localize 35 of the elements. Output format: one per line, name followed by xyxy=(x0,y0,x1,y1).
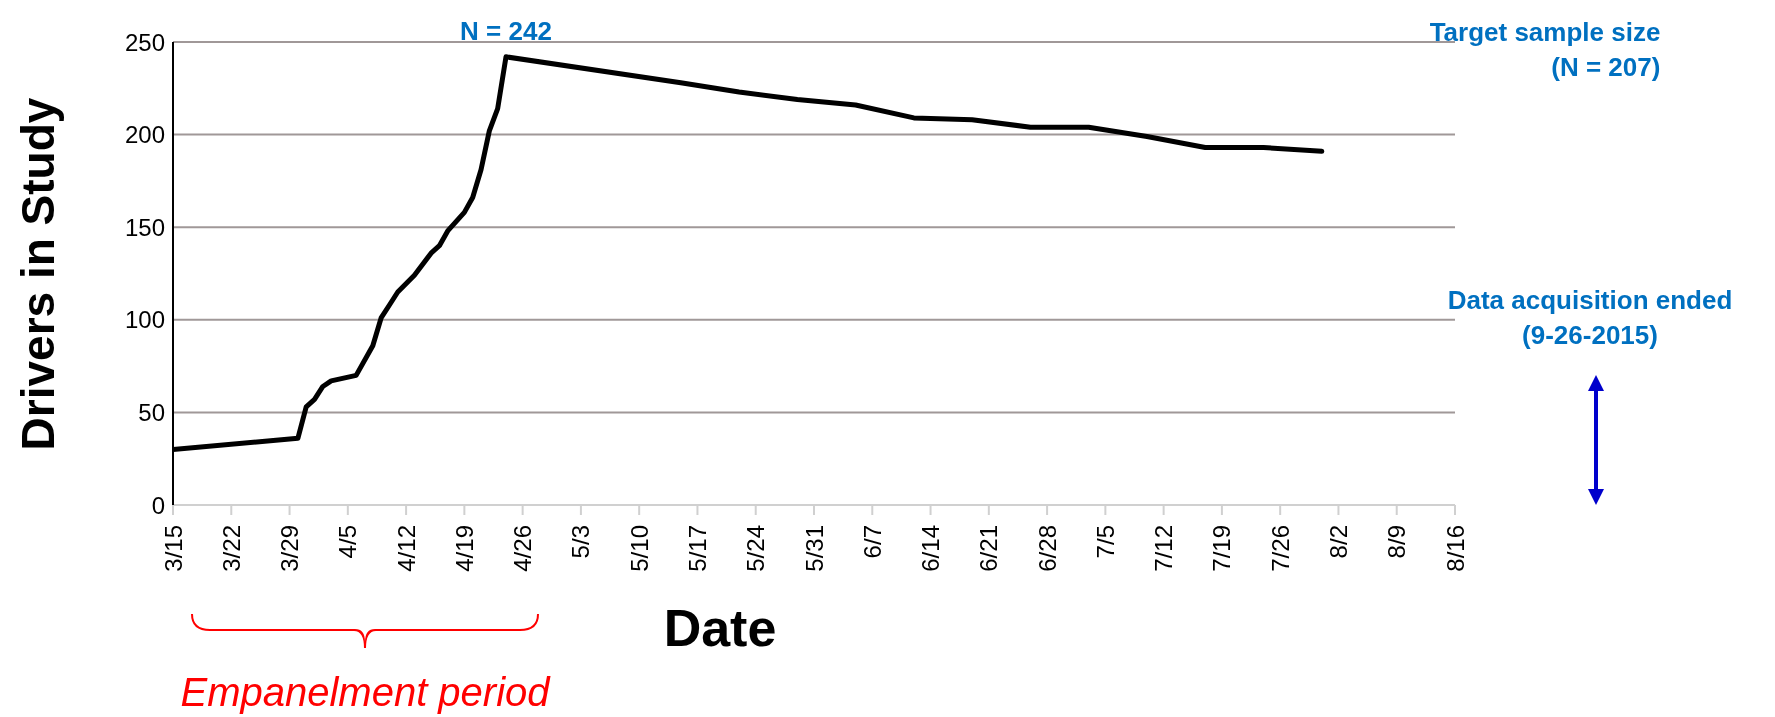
x-tick-label: 8/9 xyxy=(1383,525,1411,559)
x-tick-label: 3/29 xyxy=(276,525,304,572)
y-tick-label: 250 xyxy=(124,28,165,56)
annotation: N = 242 xyxy=(460,15,552,47)
y-tick-label: 150 xyxy=(124,213,165,241)
text: Empanelment period xyxy=(180,669,550,716)
annotation: Target sample size (N = 207) xyxy=(1429,15,1661,84)
x-tick-label: 7/5 xyxy=(1091,525,1119,559)
x-tick-label: 4/19 xyxy=(450,525,478,572)
x-tick-label: 6/14 xyxy=(917,525,945,572)
x-tick-label: 7/19 xyxy=(1208,525,1236,572)
x-tick-label: 6/21 xyxy=(975,525,1003,572)
annotation: Data acquisition ended (9-26-2015) xyxy=(1447,283,1733,352)
x-tick-label: 4/26 xyxy=(509,525,537,572)
x-tick-label: 5/24 xyxy=(742,525,770,572)
x-tick-label: 5/31 xyxy=(800,525,828,572)
x-tick-label: 5/17 xyxy=(683,525,711,572)
x-tick-label: 3/15 xyxy=(159,525,187,572)
x-tick-label: 4/5 xyxy=(334,525,362,559)
x-axis-title: Date xyxy=(663,598,777,658)
x-tick-label: 3/22 xyxy=(217,525,245,572)
y-tick-label: 100 xyxy=(124,306,165,334)
x-tick-label: 6/28 xyxy=(1033,525,1061,572)
x-tick-label: 4/12 xyxy=(392,525,420,572)
x-tick-label: 8/2 xyxy=(1324,525,1352,559)
x-tick-label: 8/16 xyxy=(1441,525,1469,572)
y-axis-title: Drivers in Study xyxy=(11,97,65,450)
y-tick-label: 50 xyxy=(138,398,165,426)
y-tick-label: 0 xyxy=(151,491,165,519)
x-tick-label: 5/10 xyxy=(625,525,653,572)
x-tick-label: 7/26 xyxy=(1266,525,1294,572)
x-tick-label: 7/12 xyxy=(1150,525,1178,572)
x-tick-label: 5/3 xyxy=(567,525,595,559)
x-tick-label: 6/7 xyxy=(858,525,886,559)
y-tick-label: 200 xyxy=(124,121,165,149)
